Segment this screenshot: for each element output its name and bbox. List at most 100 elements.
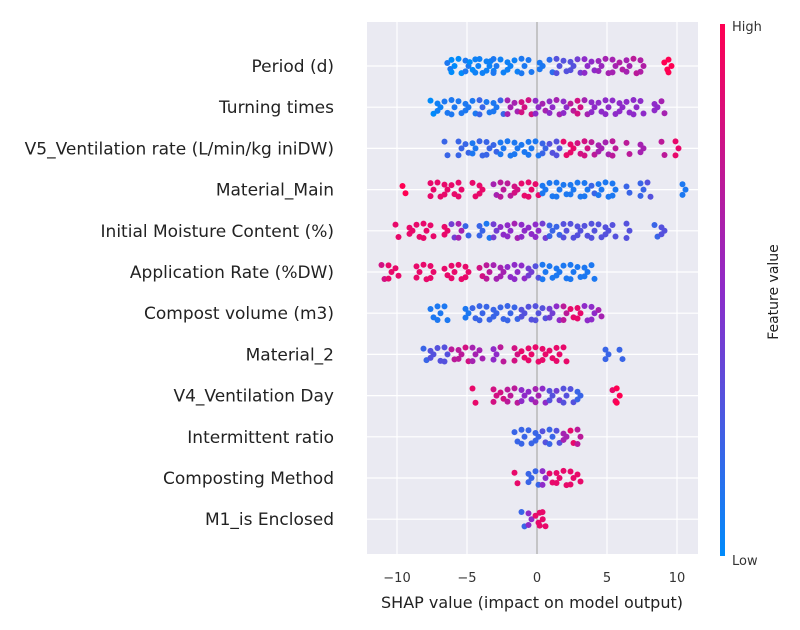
shap-point bbox=[521, 392, 528, 399]
shap-point bbox=[584, 269, 591, 275]
shap-point bbox=[549, 433, 556, 440]
shap-point bbox=[497, 139, 504, 146]
shap-point bbox=[598, 63, 605, 69]
shap-point bbox=[479, 104, 486, 111]
shap-point bbox=[560, 436, 567, 443]
shap-point bbox=[483, 262, 490, 269]
shap-point bbox=[462, 314, 469, 321]
shap-point bbox=[602, 179, 609, 186]
shap-point bbox=[542, 475, 549, 481]
shap-point bbox=[539, 190, 546, 197]
shap-point bbox=[455, 220, 462, 227]
shap-point bbox=[448, 275, 455, 282]
shap-point bbox=[591, 227, 598, 234]
shap-point bbox=[542, 523, 549, 530]
shap-point bbox=[497, 344, 504, 351]
shap-point bbox=[567, 149, 574, 156]
shap-point bbox=[595, 68, 602, 75]
shap-point bbox=[539, 305, 546, 312]
shap-point bbox=[493, 227, 500, 234]
shap-point bbox=[536, 522, 543, 529]
shap-point bbox=[521, 433, 528, 440]
colorbar-low-label: Low bbox=[732, 554, 758, 569]
x-tick-label: −10 bbox=[383, 571, 410, 586]
shap-point bbox=[455, 193, 462, 200]
shap-point bbox=[616, 108, 623, 115]
shap-point bbox=[511, 57, 518, 64]
shap-point bbox=[441, 138, 448, 145]
shap-point bbox=[567, 276, 574, 283]
shap-point bbox=[591, 104, 598, 111]
shap-point bbox=[567, 220, 574, 227]
shap-point bbox=[588, 220, 595, 227]
shap-point bbox=[560, 385, 567, 392]
shap-point bbox=[612, 145, 619, 152]
shap-point bbox=[511, 139, 518, 146]
feature-label: Intermittent ratio bbox=[187, 428, 334, 448]
shap-point bbox=[553, 223, 560, 230]
shap-point bbox=[514, 480, 521, 487]
shap-point bbox=[465, 232, 472, 239]
colorbar bbox=[720, 24, 725, 556]
shap-point bbox=[536, 66, 543, 73]
points-layer bbox=[378, 55, 689, 530]
shap-point bbox=[462, 68, 469, 75]
shap-point bbox=[612, 63, 619, 69]
shap-point bbox=[490, 262, 497, 269]
shap-point bbox=[504, 386, 511, 393]
shap-point bbox=[528, 475, 535, 481]
shap-point bbox=[574, 110, 581, 117]
shap-point bbox=[532, 437, 539, 444]
shap-point bbox=[560, 399, 567, 406]
shap-point bbox=[581, 138, 588, 145]
shap-point bbox=[490, 70, 497, 77]
shap-point bbox=[476, 303, 483, 310]
shap-point bbox=[577, 227, 584, 234]
shap-point bbox=[609, 138, 616, 145]
shap-point bbox=[528, 145, 535, 152]
shap-point bbox=[630, 97, 637, 104]
feature-row bbox=[427, 303, 605, 324]
shap-point bbox=[399, 183, 406, 190]
feature-row bbox=[441, 138, 682, 159]
shap-point bbox=[609, 192, 616, 199]
shap-point bbox=[581, 97, 588, 104]
shap-point bbox=[507, 392, 514, 399]
shap-point bbox=[581, 179, 588, 186]
shap-point bbox=[619, 104, 626, 111]
shap-point bbox=[553, 479, 560, 486]
shap-point bbox=[553, 193, 560, 200]
shap-point bbox=[553, 303, 560, 310]
shap-point bbox=[521, 63, 528, 69]
shap-point bbox=[588, 109, 595, 116]
shap-point bbox=[584, 145, 591, 152]
shap-point bbox=[574, 304, 581, 311]
shap-point bbox=[532, 303, 539, 310]
shap-point bbox=[661, 110, 668, 117]
shap-point bbox=[469, 305, 476, 312]
shap-point bbox=[560, 303, 567, 310]
shap-point bbox=[493, 104, 500, 111]
shap-point bbox=[623, 220, 630, 227]
shap-point bbox=[675, 145, 682, 152]
shap-point bbox=[588, 234, 595, 241]
shap-point bbox=[448, 262, 455, 269]
feature-label: Turning times bbox=[218, 98, 334, 118]
shap-point bbox=[483, 303, 490, 310]
shap-point bbox=[493, 351, 500, 358]
shap-point bbox=[574, 179, 581, 186]
shap-point bbox=[455, 261, 462, 268]
shap-point bbox=[420, 234, 427, 241]
shap-point bbox=[490, 356, 497, 363]
shap-point bbox=[567, 385, 574, 392]
shap-point bbox=[462, 107, 469, 114]
shap-point bbox=[560, 316, 567, 323]
shap-point bbox=[490, 313, 497, 320]
shap-point bbox=[444, 317, 451, 324]
shap-point bbox=[560, 109, 567, 116]
shap-point bbox=[567, 100, 574, 107]
shap-point bbox=[402, 190, 409, 197]
shap-point bbox=[605, 104, 612, 111]
feature-label: Initial Moisture Content (%) bbox=[101, 222, 334, 242]
